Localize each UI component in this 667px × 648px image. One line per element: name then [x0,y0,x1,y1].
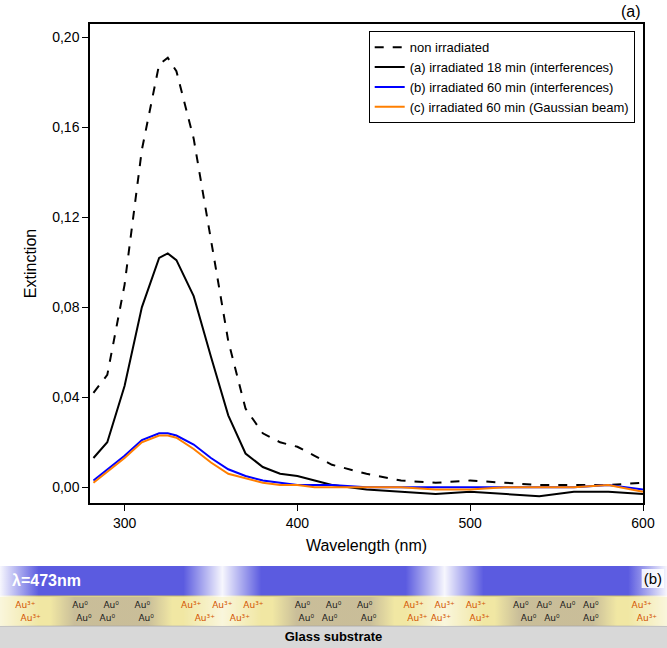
svg-text:Au³⁺: Au³⁺ [181,600,201,610]
svg-text:Au⁰: Au⁰ [544,613,560,623]
svg-text:Au⁰: Au⁰ [536,600,552,610]
svg-text:Au⁰: Au⁰ [560,600,576,610]
svg-text:Au³⁺: Au³⁺ [466,600,486,610]
svg-text:non irradiated: non irradiated [410,40,490,55]
svg-text:(b) irradiated 60 min (interfe: (b) irradiated 60 min (interferences) [410,80,614,95]
svg-text:Au³⁺: Au³⁺ [407,613,427,623]
svg-text:λ=473nm: λ=473nm [12,572,81,589]
svg-text:600: 600 [631,515,655,531]
svg-text:0,16: 0,16 [52,119,79,135]
svg-text:Au³⁺: Au³⁺ [15,600,35,610]
svg-text:Au³⁺: Au³⁺ [632,600,652,610]
svg-text:Au⁰: Au⁰ [361,613,377,623]
svg-text:(c) irradiated 60 min (Gaussia: (c) irradiated 60 min (Gaussian beam) [410,100,629,115]
svg-text:500: 500 [459,515,483,531]
svg-text:Wavelength (nm): Wavelength (nm) [306,537,427,554]
svg-text:Au⁰: Au⁰ [299,613,315,623]
svg-text:0,04: 0,04 [52,389,79,405]
svg-text:Au⁰: Au⁰ [100,613,116,623]
svg-text:Au⁰: Au⁰ [135,600,151,610]
svg-text:Au³⁺: Au³⁺ [637,613,657,623]
svg-text:Au³⁺: Au³⁺ [431,613,451,623]
svg-text:Au⁰: Au⁰ [513,600,529,610]
svg-text:Au⁰: Au⁰ [295,600,311,610]
svg-text:0,00: 0,00 [52,479,79,495]
svg-text:Au⁰: Au⁰ [138,613,154,623]
svg-text:(a) irradiated 18 min (interfe: (a) irradiated 18 min (interferences) [410,60,614,75]
svg-text:0,08: 0,08 [52,299,79,315]
svg-text:(a): (a) [621,3,641,20]
svg-text:Au⁰: Au⁰ [72,600,88,610]
svg-text:Au⁰: Au⁰ [326,600,342,610]
svg-text:0,12: 0,12 [52,209,79,225]
svg-text:Au³⁺: Au³⁺ [230,613,250,623]
svg-text:Au⁰: Au⁰ [521,613,537,623]
svg-text:400: 400 [286,515,310,531]
svg-text:Au³⁺: Au³⁺ [243,600,263,610]
svg-text:Au³⁺: Au³⁺ [195,613,215,623]
svg-text:Au⁰: Au⁰ [322,613,338,623]
svg-text:Au⁰: Au⁰ [76,613,92,623]
svg-text:Glass substrate: Glass substrate [285,629,383,644]
svg-text:Au⁰: Au⁰ [103,600,119,610]
svg-text:Au³⁺: Au³⁺ [470,613,490,623]
svg-text:(b): (b) [644,570,662,587]
svg-text:300: 300 [113,515,137,531]
svg-text:Au³⁺: Au³⁺ [212,600,232,610]
svg-text:Au⁰: Au⁰ [357,600,373,610]
svg-text:Au³⁺: Au³⁺ [435,600,455,610]
svg-text:Au⁰: Au⁰ [583,613,599,623]
svg-text:Extinction: Extinction [22,229,39,298]
svg-text:Au³⁺: Au³⁺ [21,613,41,623]
svg-text:0,20: 0,20 [52,29,79,45]
svg-text:Au³⁺: Au³⁺ [403,600,423,610]
svg-text:Au⁰: Au⁰ [583,600,599,610]
